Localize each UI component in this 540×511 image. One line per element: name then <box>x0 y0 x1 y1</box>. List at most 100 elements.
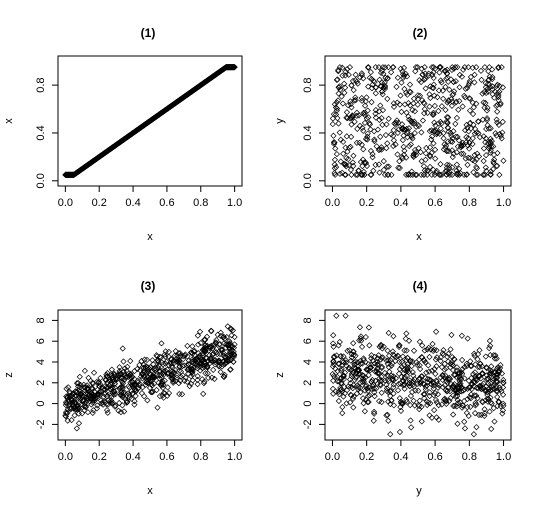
data-point <box>443 400 450 408</box>
data-point <box>426 376 433 383</box>
data-point <box>346 347 353 354</box>
data-point <box>148 380 155 388</box>
data-point <box>449 153 456 161</box>
data-point <box>176 363 183 370</box>
data-point <box>422 85 429 92</box>
data-point <box>189 343 196 350</box>
data-point <box>360 146 367 153</box>
x-tick-label: 1.0 <box>227 197 242 209</box>
data-point <box>385 171 392 178</box>
data-point <box>358 97 366 104</box>
data-point <box>395 381 402 388</box>
data-point <box>194 381 201 388</box>
data-point <box>204 357 212 364</box>
data-point <box>409 106 416 114</box>
data-point <box>371 389 378 396</box>
data-point <box>127 357 134 365</box>
data-point <box>481 64 488 71</box>
y-tick-label: 0 <box>302 401 314 407</box>
data-point <box>472 402 479 409</box>
data-point <box>206 344 213 351</box>
data-point <box>369 154 376 161</box>
data-point <box>394 129 401 137</box>
data-point <box>365 114 372 121</box>
data-point <box>371 353 378 361</box>
data-point <box>486 143 493 150</box>
data-point <box>399 137 406 144</box>
data-point <box>464 403 471 411</box>
data-point <box>75 410 82 417</box>
data-point <box>329 115 337 122</box>
data-point <box>398 400 405 407</box>
data-point <box>404 128 411 135</box>
data-point <box>343 154 350 162</box>
data-point <box>343 163 350 170</box>
data-point <box>493 82 500 90</box>
data-point <box>458 150 465 157</box>
data-point <box>368 352 375 359</box>
data-point <box>159 384 167 391</box>
data-point <box>437 125 444 132</box>
data-point <box>123 373 130 381</box>
data-point <box>127 370 134 377</box>
data-point <box>466 77 473 85</box>
data-point <box>359 171 366 178</box>
data-point <box>408 362 415 370</box>
data-point <box>150 361 157 368</box>
data-point <box>343 362 350 369</box>
data-point <box>394 387 402 394</box>
data-point <box>396 395 403 402</box>
data-point <box>163 358 170 365</box>
data-point <box>494 364 501 371</box>
data-point <box>86 391 93 398</box>
data-point <box>453 114 461 122</box>
data-point <box>399 353 406 360</box>
data-point <box>393 119 400 126</box>
data-point <box>397 92 404 99</box>
data-point <box>491 418 498 425</box>
data-point <box>396 428 403 436</box>
data-point <box>426 353 433 361</box>
data-point <box>437 357 444 365</box>
data-point <box>336 129 343 136</box>
data-point <box>464 84 471 91</box>
data-point <box>459 370 466 377</box>
data-point <box>494 388 501 395</box>
data-point <box>491 156 498 163</box>
y-tick-label: 6 <box>35 338 47 344</box>
data-point <box>372 84 380 91</box>
data-point <box>422 75 429 82</box>
data-point <box>484 104 491 111</box>
y-tick-label: 8 <box>302 317 314 323</box>
data-point <box>333 99 340 106</box>
data-point <box>396 101 403 108</box>
data-point <box>335 397 342 405</box>
data-point <box>407 89 414 96</box>
data-point <box>419 97 426 104</box>
data-point <box>346 64 354 71</box>
data-point <box>497 101 504 108</box>
data-point <box>358 95 365 102</box>
data-point <box>363 382 370 389</box>
data-point <box>376 76 383 83</box>
data-point <box>385 329 392 337</box>
data-point <box>464 385 471 392</box>
data-point <box>444 124 451 131</box>
data-point <box>119 383 126 390</box>
data-point <box>423 369 430 376</box>
data-point <box>369 382 376 390</box>
data-point <box>366 392 373 399</box>
data-point <box>482 353 489 360</box>
data-point <box>371 128 378 135</box>
data-point <box>478 385 485 393</box>
data-point <box>469 380 476 387</box>
data-point <box>112 391 119 398</box>
data-point <box>447 138 454 145</box>
data-point <box>395 343 403 351</box>
data-point <box>445 147 453 155</box>
data-point <box>334 115 341 122</box>
data-point <box>70 405 78 412</box>
data-point <box>383 145 390 152</box>
data-point <box>338 380 345 387</box>
x-axis: 0.0 0.2 0.4 0.6 0.8 1.0 <box>58 186 242 209</box>
